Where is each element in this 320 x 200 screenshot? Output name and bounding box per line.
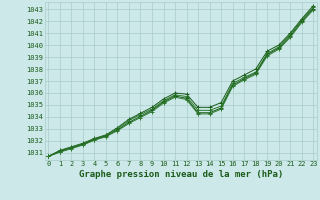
- X-axis label: Graphe pression niveau de la mer (hPa): Graphe pression niveau de la mer (hPa): [79, 170, 283, 179]
